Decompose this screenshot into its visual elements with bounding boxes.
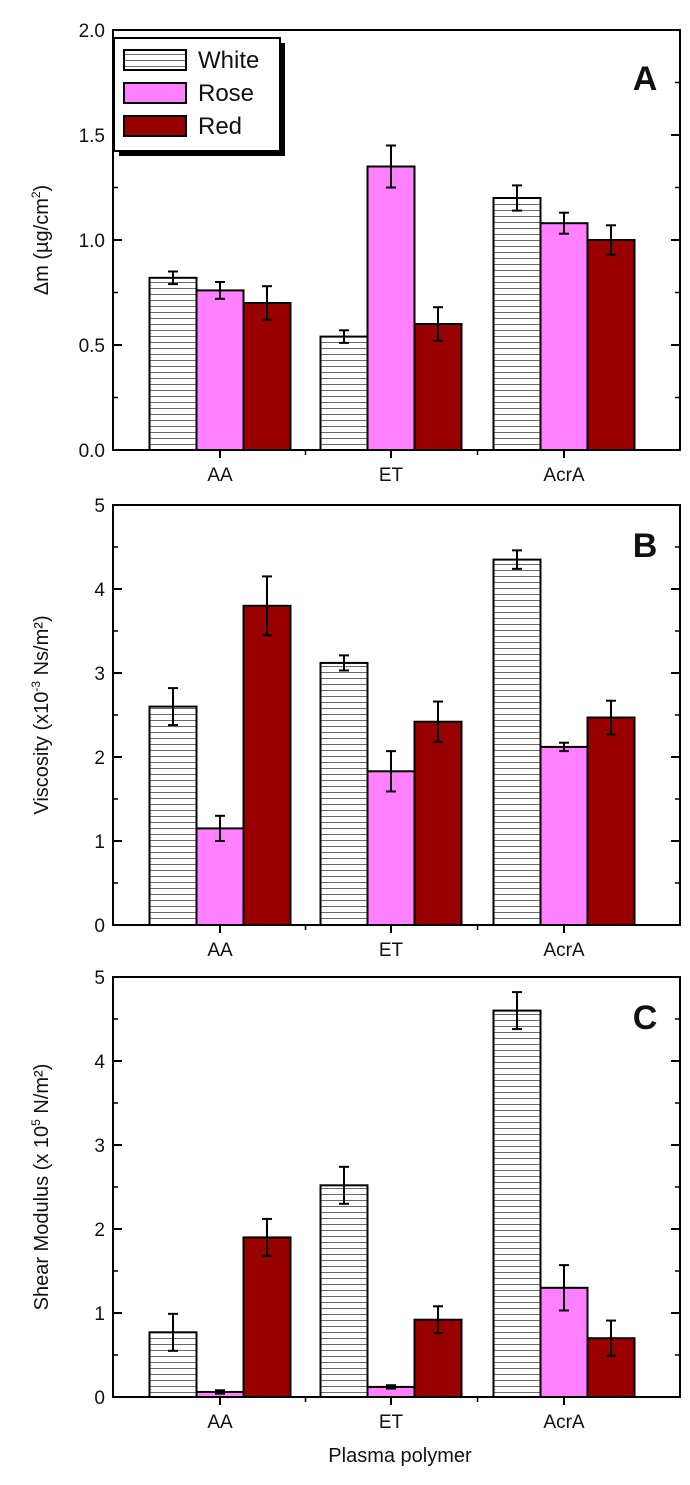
error-bar-A-AcrA-Red: [606, 224, 616, 256]
bar-C-AcrA-White: [492, 1009, 542, 1398]
panel-letter-B: B: [633, 527, 658, 565]
y-tick-label-C: 3: [94, 1136, 105, 1157]
legend-swatch-white: [123, 49, 187, 71]
panel-letter-A: A: [633, 60, 658, 98]
error-bar-A-ET-White: [339, 329, 349, 344]
y-axis-title-A: Δm (µg/cm2): [29, 185, 53, 295]
bar-C-ET-White: [319, 1184, 369, 1398]
error-bar-C-AcrA-Rose: [559, 1264, 569, 1312]
error-bar-C-ET-Rose: [386, 1384, 396, 1390]
y-axis-title-B: Viscosity (x10-3 Ns/m²): [29, 615, 53, 814]
error-bar-C-AA-Red: [262, 1217, 272, 1257]
legend-swatch-red: [123, 115, 187, 137]
error-bar-C-AcrA-Red: [606, 1319, 616, 1357]
bar-B-AA-White: [148, 705, 198, 926]
bar-B-AA-Rose: [195, 827, 245, 927]
bar-A-AA-Rose: [195, 289, 245, 451]
bar-A-ET-Red: [413, 323, 463, 451]
bar-A-AcrA-Red: [586, 239, 636, 451]
error-bar-C-AA-Rose: [215, 1389, 225, 1395]
y-tick-label-B: 5: [94, 496, 105, 517]
legend: White Rose Red: [113, 37, 285, 156]
error-bar-B-AA-Rose: [215, 814, 225, 842]
x-tick-label-C-AA: AA: [207, 1412, 233, 1433]
error-bar-A-AA-Red: [262, 285, 272, 321]
legend-label-rose: Rose: [198, 80, 254, 107]
error-bar-A-AA-White: [168, 270, 178, 286]
x-tick-label-A-AA: AA: [207, 465, 233, 486]
x-tick-label-B-ET: ET: [379, 940, 404, 961]
error-bar-B-ET-White: [339, 654, 349, 672]
error-bar-B-ET-Red: [433, 700, 443, 743]
panel-B: 0 1 2 3 4 5 AA ET AcrA Viscosity (x10-3 Ns/m²) B: [29, 496, 681, 961]
legend-label-white: White: [198, 47, 259, 74]
bar-B-AcrA-White: [492, 558, 542, 926]
y-tick-label-C: 0: [94, 1388, 105, 1409]
x-tick-label-B-AA: AA: [207, 940, 233, 961]
error-bar-C-ET-White: [339, 1165, 349, 1205]
x-axis-title: Plasma polymer: [328, 1445, 472, 1467]
y-tick-label-C: 2: [94, 1220, 105, 1241]
bar-B-AA-Red: [242, 604, 292, 926]
error-bar-B-AA-White: [168, 687, 178, 727]
panel-letter-C: C: [633, 999, 658, 1037]
axes-frame-C: [112, 976, 681, 1398]
y-tick-label-A: 1.0: [79, 231, 105, 252]
y-tick-label-C: 1: [94, 1304, 105, 1325]
y-tick-label-B: 0: [94, 916, 105, 937]
x-tick-label-A-ET: ET: [379, 465, 404, 486]
legend-label-red: Red: [198, 113, 242, 140]
error-bar-A-AcrA-White: [512, 184, 522, 212]
bar-A-ET-White: [319, 335, 369, 452]
error-bar-C-AcrA-White: [512, 991, 522, 1031]
y-tick-label-C: 5: [94, 968, 105, 989]
panel-A: 0.0 0.5 1.0 1.5 2.0 AA ET AcrA Δm (µg/cm2) A: [29, 21, 681, 486]
y-tick-label-B: 4: [94, 580, 105, 601]
x-tick-label-B-AcrA: AcrA: [543, 940, 585, 961]
error-bar-B-AcrA-Red: [606, 699, 616, 736]
error-bar-A-AcrA-Rose: [559, 211, 569, 235]
bar-B-AcrA-Rose: [539, 745, 589, 926]
y-tick-label-A: 1.5: [79, 126, 105, 147]
bar-B-AcrA-Red: [586, 716, 636, 927]
y-axis-title-C: Shear Modulus (x 105 N/m²): [29, 1064, 53, 1311]
error-bar-B-ET-Rose: [386, 750, 396, 793]
y-tick-label-A: 2.0: [79, 21, 105, 42]
error-bar-B-AcrA-White: [512, 549, 522, 570]
bar-B-ET-White: [319, 661, 369, 926]
bar-A-ET-Rose: [366, 165, 416, 451]
error-bar-C-AA-White: [168, 1312, 178, 1352]
bar-A-AcrA-Rose: [539, 222, 589, 451]
error-bar-A-ET-Rose: [386, 144, 396, 189]
bar-A-AA-White: [148, 276, 198, 451]
bar-A-AcrA-White: [492, 197, 542, 451]
bar-C-AA-Red: [242, 1236, 292, 1399]
panel-C: 0 1 2 3 4 5 AA ET AcrA Shear Modulus (x 105 N/m²)…: [29, 968, 681, 1433]
x-tick-label-C-AcrA: AcrA: [543, 1412, 585, 1433]
error-bar-A-ET-Red: [433, 306, 443, 342]
bar-B-ET-Rose: [366, 770, 416, 927]
error-bar-C-ET-Red: [433, 1305, 443, 1335]
error-bar-A-AA-Rose: [215, 281, 225, 300]
y-tick-label-C: 4: [94, 1052, 105, 1073]
y-tick-label-B: 3: [94, 664, 105, 685]
y-tick-label-A: 0.5: [79, 336, 105, 357]
error-bar-B-AA-Red: [262, 575, 272, 637]
x-tick-label-A-AcrA: AcrA: [543, 465, 585, 486]
legend-swatch-rose: [123, 82, 187, 104]
y-tick-label-B: 1: [94, 832, 105, 853]
error-bar-B-AcrA-Rose: [559, 741, 569, 753]
x-tick-label-C-ET: ET: [379, 1412, 404, 1433]
y-tick-label-B: 2: [94, 748, 105, 769]
y-tick-label-A: 0.0: [79, 441, 105, 462]
bar-B-ET-Red: [413, 720, 463, 926]
bar-A-AA-Red: [242, 302, 292, 451]
